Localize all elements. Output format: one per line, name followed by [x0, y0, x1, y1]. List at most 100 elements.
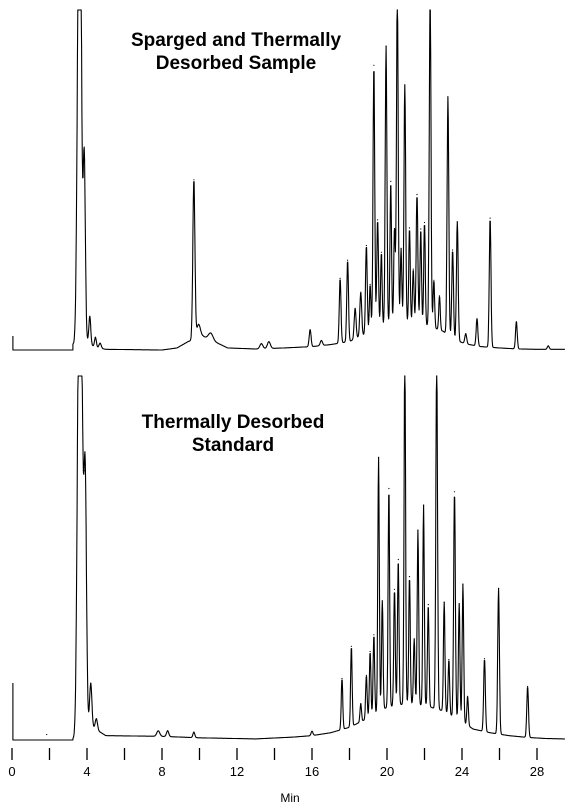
bottom-peak-32 — [462, 583, 464, 585]
x-axis: 0 4 8 12 16 20 24 28 — [8, 747, 566, 779]
bottom-peak-17 — [381, 600, 383, 602]
top-peak-37 — [452, 249, 454, 251]
bottom-peak-12 — [360, 703, 362, 705]
top-peak-6 — [193, 179, 195, 181]
top-peak-32 — [423, 221, 426, 224]
top-peak-14 — [347, 259, 349, 261]
top-panel-title-line-2: Desorbed Sample — [155, 53, 317, 74]
top-peak-33 — [429, 9, 431, 11]
bottom-peak-20 — [397, 558, 399, 561]
bottom-trace-line — [12, 375, 566, 741]
bottom-peak-25 — [423, 504, 425, 506]
top-peak-17 — [365, 244, 367, 247]
top-peak-5 — [99, 342, 101, 344]
top-peak-20 — [377, 219, 379, 221]
bottom-peak-31 — [458, 603, 460, 605]
top-peak-21 — [380, 251, 382, 253]
bottom-peak-4 — [90, 682, 92, 684]
top-peak-42 — [515, 321, 518, 323]
x-tick-label-12: 12 — [230, 764, 244, 779]
top-peak-12 — [320, 339, 322, 342]
top-peak-25 — [396, 9, 398, 11]
bottom-peak-9 — [311, 730, 313, 732]
x-tick-label-0: 0 — [8, 764, 15, 779]
bottom-peak-24 — [417, 529, 419, 531]
bottom-peak-30 — [453, 491, 456, 493]
top-peak-41 — [489, 217, 491, 219]
bottom-peak-28 — [443, 601, 445, 603]
x-tick-label-20: 20 — [380, 764, 394, 779]
bottom-peak-27 — [436, 375, 438, 377]
x-axis-title: Min — [280, 791, 299, 805]
bottom-peak-33 — [467, 695, 469, 697]
bottom-peak-36 — [527, 685, 529, 688]
top-peak-35 — [438, 295, 441, 297]
bottom-peak-29 — [448, 659, 450, 661]
bottom-peak-35 — [498, 587, 500, 590]
top-peak-15 — [354, 307, 356, 309]
top-peak-43 — [547, 345, 549, 347]
bottom-peak-6 — [157, 730, 159, 732]
bottom-peak-18 — [388, 487, 390, 490]
top-peak-39 — [465, 333, 467, 335]
top-peak-18 — [369, 283, 371, 286]
top-peak-22 — [385, 45, 387, 47]
top-peak-31 — [420, 228, 422, 230]
bottom-panel-title: Thermally Desorbed Standard — [142, 411, 325, 457]
top-peak-1 — [79, 9, 81, 11]
bottom-peak-10 — [341, 677, 343, 680]
bottom-peak-2 — [80, 375, 82, 377]
top-peak-40 — [476, 318, 478, 320]
bottom-peak-15 — [373, 634, 375, 636]
bottom-peak-1 — [78, 375, 80, 377]
x-tick-label-16: 16 — [305, 764, 319, 779]
top-panel-plot — [12, 9, 566, 351]
top-peak-0 — [78, 9, 80, 11]
top-peak-7 — [198, 323, 200, 325]
top-peak-23 — [390, 180, 392, 182]
top-peak-4 — [94, 336, 96, 338]
x-tick-label-28: 28 — [530, 764, 544, 779]
bottom-peak-22 — [408, 576, 411, 578]
top-peak-3 — [89, 315, 91, 317]
top-peak-24 — [393, 228, 396, 230]
top-peak-28 — [408, 227, 411, 229]
top-peak-8 — [210, 332, 212, 334]
top-peak-30 — [416, 194, 418, 196]
x-tick-label-8: 8 — [158, 764, 165, 779]
top-peak-13 — [339, 277, 341, 279]
top-peak-27 — [404, 84, 406, 86]
top-peak-9 — [260, 343, 262, 345]
top-peak-19 — [373, 64, 375, 66]
bottom-peak-34 — [483, 658, 486, 660]
bottom-panel-title-line-2: Standard — [191, 435, 275, 456]
x-tick-label-4: 4 — [83, 764, 90, 779]
top-panel-title: Sparged and Thermally Desorbed Sample — [131, 29, 341, 75]
bottom-peak-0 — [46, 733, 48, 736]
x-tick-label-24: 24 — [455, 764, 469, 779]
bottom-peak-19 — [393, 588, 396, 590]
top-peak-2 — [83, 152, 85, 154]
top-peak-11 — [309, 329, 311, 331]
top-peak-16 — [360, 291, 362, 293]
top-peak-34 — [433, 279, 435, 281]
bottom-peak-11 — [350, 645, 352, 647]
top-trace-line — [12, 9, 566, 351]
top-peak-10 — [268, 341, 270, 343]
bottom-peak-5 — [95, 718, 97, 720]
bottom-peak-23 — [413, 638, 415, 640]
bottom-peak-26 — [427, 604, 429, 606]
top-peak-29 — [412, 268, 414, 270]
bottom-peak-3 — [84, 470, 86, 472]
bottom-peak-7 — [167, 730, 169, 732]
bottom-peak-14 — [369, 650, 371, 653]
bottom-panel-plot — [12, 375, 566, 741]
top-peak-26 — [400, 247, 402, 249]
top-peak-38 — [456, 221, 458, 223]
bottom-peak-13 — [365, 674, 367, 677]
top-panel-title-line-1: Sparged and Thermally — [130, 30, 342, 51]
bottom-panel-title-line-1: Thermally Desorbed — [141, 412, 325, 433]
bottom-peak-21 — [404, 375, 406, 377]
bottom-peak-16 — [378, 456, 380, 458]
